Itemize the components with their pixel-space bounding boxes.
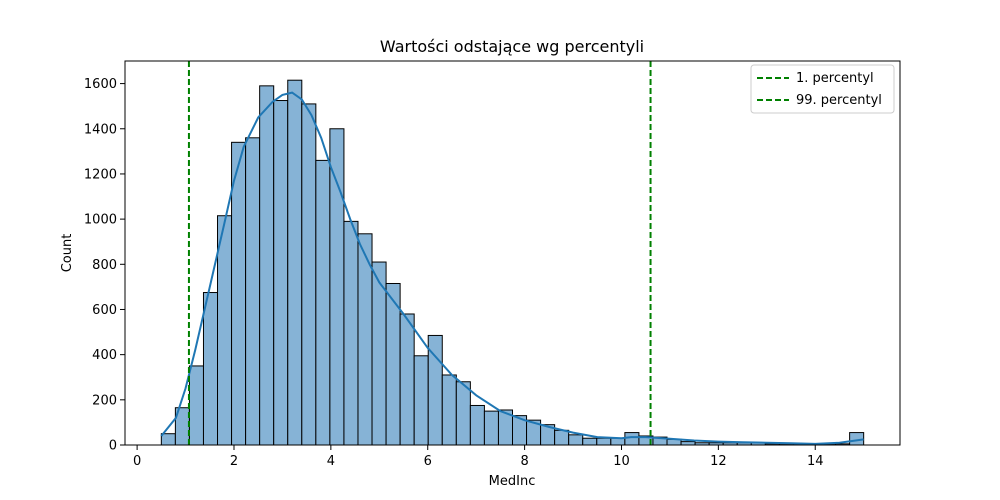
histogram-bar bbox=[680, 441, 696, 446]
histogram-bar bbox=[301, 103, 317, 446]
y-axis-label: Count bbox=[60, 234, 75, 273]
histogram-bar bbox=[455, 381, 471, 446]
histogram-bar bbox=[343, 220, 359, 446]
histogram-bar bbox=[596, 437, 612, 446]
histogram-bar bbox=[624, 432, 640, 446]
histogram-bar bbox=[315, 159, 331, 446]
x-tick-label: 2 bbox=[230, 454, 238, 469]
x-tick-label: 12 bbox=[710, 454, 727, 469]
y-tick-label: 1200 bbox=[84, 167, 117, 182]
legend: 1. percentyl 99. percentyl bbox=[750, 64, 895, 114]
x-tick-label: 10 bbox=[613, 454, 630, 469]
histogram-bar bbox=[568, 434, 584, 446]
histogram-bar bbox=[202, 292, 219, 446]
histogram-bar bbox=[329, 128, 345, 446]
histogram-bar bbox=[259, 85, 275, 446]
histogram-bar bbox=[188, 365, 204, 446]
y-tick-label: 200 bbox=[92, 393, 117, 408]
histogram-bar bbox=[554, 429, 570, 446]
y-tick-label: 1600 bbox=[84, 77, 117, 92]
x-tick-label: 8 bbox=[520, 454, 528, 469]
y-tick-label: 600 bbox=[92, 303, 117, 318]
histogram-bar bbox=[483, 410, 499, 446]
x-axis-label: MedInc bbox=[489, 474, 536, 489]
histogram-bars bbox=[160, 79, 865, 446]
kde-curve bbox=[160, 91, 864, 445]
histogram-bar bbox=[610, 437, 626, 446]
percentile-lines bbox=[187, 61, 652, 445]
y-tick-label: 1400 bbox=[84, 122, 117, 137]
y-axis: 0 200 400 600 800 1000 1200 1400 1600 bbox=[84, 77, 125, 454]
histogram-bar bbox=[287, 79, 303, 446]
y-tick-label: 1000 bbox=[84, 213, 117, 228]
y-tick-label: 0 bbox=[109, 439, 117, 454]
histogram-bar bbox=[231, 141, 247, 446]
histogram-bar bbox=[245, 137, 261, 446]
histogram-bar bbox=[441, 374, 457, 446]
histogram-bar bbox=[413, 355, 429, 446]
histogram-bar bbox=[469, 404, 485, 446]
x-tick-label: 6 bbox=[424, 454, 432, 469]
chart-title: Wartości odstające wg percentyli bbox=[380, 37, 644, 56]
x-axis: 0 2 4 6 8 10 12 14 bbox=[133, 445, 824, 469]
y-tick-label: 800 bbox=[92, 258, 117, 273]
histogram-bar bbox=[273, 100, 289, 446]
x-tick-label: 14 bbox=[807, 454, 824, 469]
x-tick-label: 0 bbox=[133, 454, 141, 469]
plot-frame bbox=[124, 60, 901, 446]
legend-label-p99: 99. percentyl bbox=[796, 93, 882, 108]
y-tick-label: 400 bbox=[92, 348, 117, 363]
histogram-bar bbox=[582, 437, 598, 446]
x-tick-label: 4 bbox=[327, 454, 335, 469]
histogram-bar bbox=[160, 433, 176, 446]
legend-label-p1: 1. percentyl bbox=[796, 71, 874, 86]
histogram-bar bbox=[217, 215, 233, 446]
histogram-bar bbox=[399, 313, 415, 446]
